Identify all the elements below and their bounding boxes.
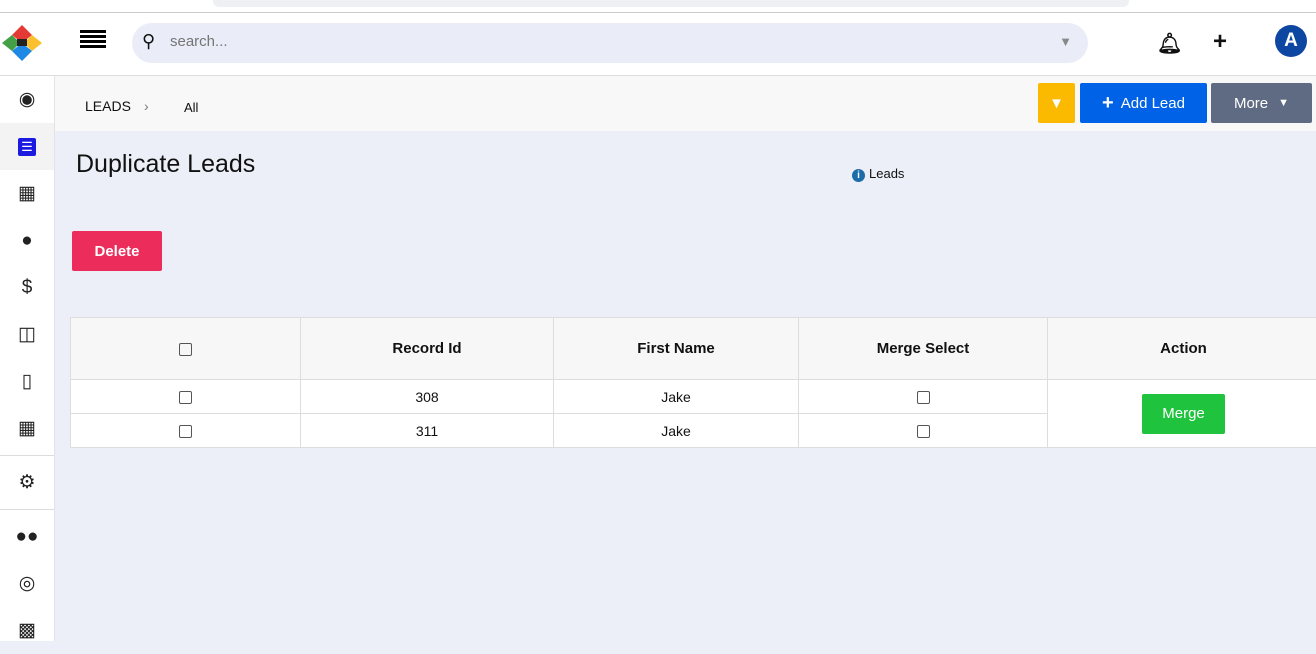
info-icon: i xyxy=(852,169,865,182)
search-icon: ⚲ xyxy=(142,31,155,52)
header-action: Action xyxy=(1048,318,1316,380)
merge-select-checkbox[interactable] xyxy=(917,391,930,404)
chevron-right-icon: › xyxy=(144,98,149,114)
breadcrumb: LEADS › All ▼ + Add Lead More ▼ xyxy=(55,76,1316,131)
first-name: Jake xyxy=(554,380,799,414)
browser-tab xyxy=(213,0,1129,7)
browser-strip xyxy=(0,0,1316,13)
duplicates-table: Record Id First Name Merge Select Action… xyxy=(70,317,1316,448)
header-first-name: First Name xyxy=(554,318,799,380)
sidebar-item-accounts[interactable]: ▦ xyxy=(0,170,54,217)
divider xyxy=(0,455,54,456)
sidebar-item-calendar[interactable]: ▦ xyxy=(0,405,54,452)
table-header: Record Id First Name Merge Select Action xyxy=(71,318,1316,380)
filter-icon: ▼ xyxy=(1049,95,1064,112)
avatar[interactable]: A xyxy=(1275,25,1307,57)
id-card-icon: ☰ xyxy=(18,138,36,156)
row-checkbox[interactable] xyxy=(179,391,192,404)
filter-button[interactable]: ▼ xyxy=(1038,83,1075,123)
sidebar-item-warehouse[interactable]: ▩ xyxy=(0,607,54,654)
select-all-checkbox[interactable] xyxy=(179,343,192,356)
sidebar-item-deals[interactable]: $ xyxy=(0,264,54,311)
sidebar-item-tickets[interactable]: ▯ xyxy=(0,358,54,405)
record-id: 308 xyxy=(301,380,554,414)
sidebar-item-dashboard[interactable]: ◉ xyxy=(0,76,54,123)
more-label: More xyxy=(1234,95,1268,112)
merge-select-checkbox[interactable] xyxy=(917,425,930,438)
sidebar-item-leads[interactable]: ☰ xyxy=(0,123,54,170)
caret-down-icon: ▼ xyxy=(1278,97,1289,109)
menu-toggle-icon[interactable] xyxy=(80,30,106,50)
top-header: ⚲ ▼ 🔔︎ + A xyxy=(0,13,1316,76)
sidebar-item-settings[interactable]: ⚙ xyxy=(0,459,54,506)
add-lead-button[interactable]: + Add Lead xyxy=(1080,83,1207,123)
divider xyxy=(0,509,54,510)
more-button[interactable]: More ▼ xyxy=(1211,83,1312,123)
first-name: Jake xyxy=(554,414,799,448)
sidebar-item-contacts[interactable]: ● xyxy=(0,217,54,264)
merge-button[interactable]: Merge xyxy=(1142,394,1225,434)
breadcrumb-view[interactable]: All xyxy=(184,100,198,115)
header-merge-select: Merge Select xyxy=(799,318,1048,380)
header-record-id: Record Id xyxy=(301,318,554,380)
app-logo[interactable] xyxy=(2,25,42,61)
search-dropdown-icon[interactable]: ▼ xyxy=(1059,34,1072,49)
sidebar-item-target[interactable]: ◎ xyxy=(0,560,54,607)
table-row: 308 Jake Merge xyxy=(71,380,1316,414)
plus-icon[interactable]: + xyxy=(1213,28,1227,56)
sidebar-item-teams[interactable]: ●● xyxy=(0,513,54,560)
sidebar-item-products[interactable]: ◫ xyxy=(0,311,54,358)
record-id: 311 xyxy=(301,414,554,448)
plus-icon: + xyxy=(1102,92,1114,115)
search-input[interactable] xyxy=(170,33,1030,50)
row-checkbox[interactable] xyxy=(179,425,192,438)
page-title: Duplicate Leads xyxy=(76,150,255,179)
sidebar: ◉ ☰ ▦ ● $ ◫ ▯ ▦ ⚙ ●● ◎ ▩ xyxy=(0,76,55,641)
add-lead-label: Add Lead xyxy=(1121,95,1185,112)
breadcrumb-module[interactable]: LEADS xyxy=(85,98,131,114)
bell-icon[interactable]: 🔔︎ xyxy=(1157,31,1182,56)
delete-button[interactable]: Delete xyxy=(72,231,162,271)
search-bar: ⚲ ▼ xyxy=(132,23,1088,63)
